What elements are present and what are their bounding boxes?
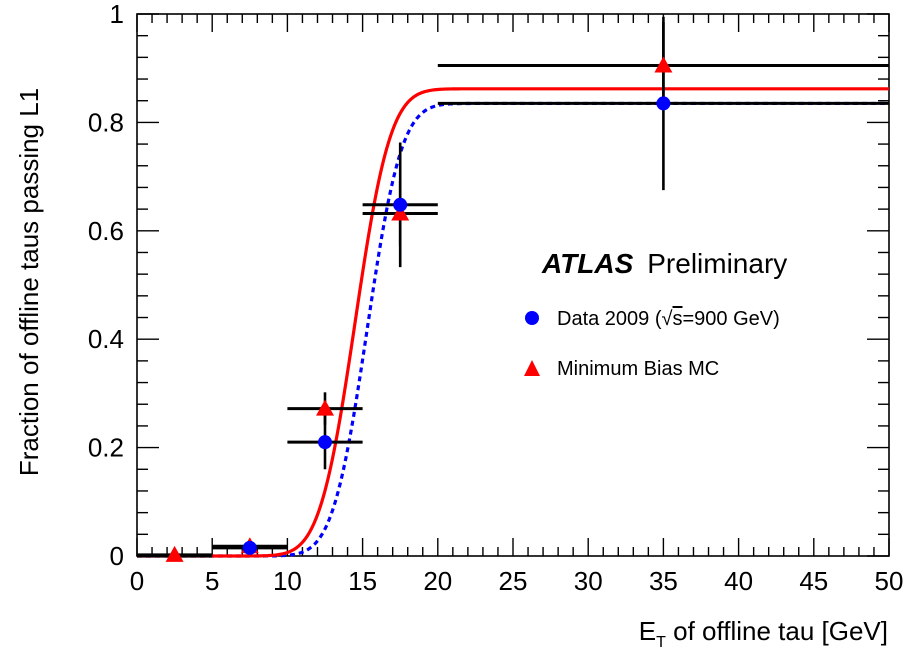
x-tick-label: 35 [649,566,678,596]
y-tick-label: 0.4 [88,324,124,354]
legend-marker-data [525,311,539,325]
point-data [242,540,257,555]
x-axis-title: ET of offline tau [GeV] [639,616,888,650]
error-bars [137,16,889,558]
point-data [656,96,671,111]
atlas-label: ATLAS Preliminary [541,248,787,279]
point-mc [391,204,410,221]
x-tick-label: 30 [574,566,603,596]
x-tick-label: 40 [724,566,753,596]
point-mc [165,545,184,562]
x-tick-label: 45 [799,566,828,596]
point-mc [316,399,334,416]
x-tick-label: 25 [499,566,528,596]
x-tick-label: 50 [875,566,904,596]
data-markers [165,56,673,562]
y-tick-label: 0.2 [88,433,124,463]
fit-curve-mc [137,87,889,558]
point-data [393,197,408,212]
x-tick-label: 10 [273,566,302,596]
legend-label-mc: Minimum Bias MC [557,358,719,380]
plot-frame [136,13,890,557]
legend-label-data: Data 2009 (√s=900 GeV) [557,308,780,330]
y-tick-label: 0.8 [88,107,124,137]
y-axis-title: Fraction of offline taus passing L1 [14,88,44,476]
axis-ticks [136,13,890,557]
x-tick-label: 5 [205,566,219,596]
x-tick-label: 15 [348,566,377,596]
point-mc [654,56,673,73]
legend-marker-mc [524,360,540,376]
legend: Data 2009 (√s=900 GeV) Minimum Bias MC [524,308,780,380]
point-data [318,435,332,450]
y-tick-label: 0 [110,541,124,571]
axis-tick-labels: 0 5 10 15 20 25 30 35 40 45 50 0 0.2 0.4 0.6 0.8 1 [88,0,904,596]
y-tick-label: 1 [110,0,124,29]
x-tick-label: 20 [423,566,452,596]
x-tick-label: 0 [130,566,144,596]
y-tick-label: 0.6 [88,216,124,246]
